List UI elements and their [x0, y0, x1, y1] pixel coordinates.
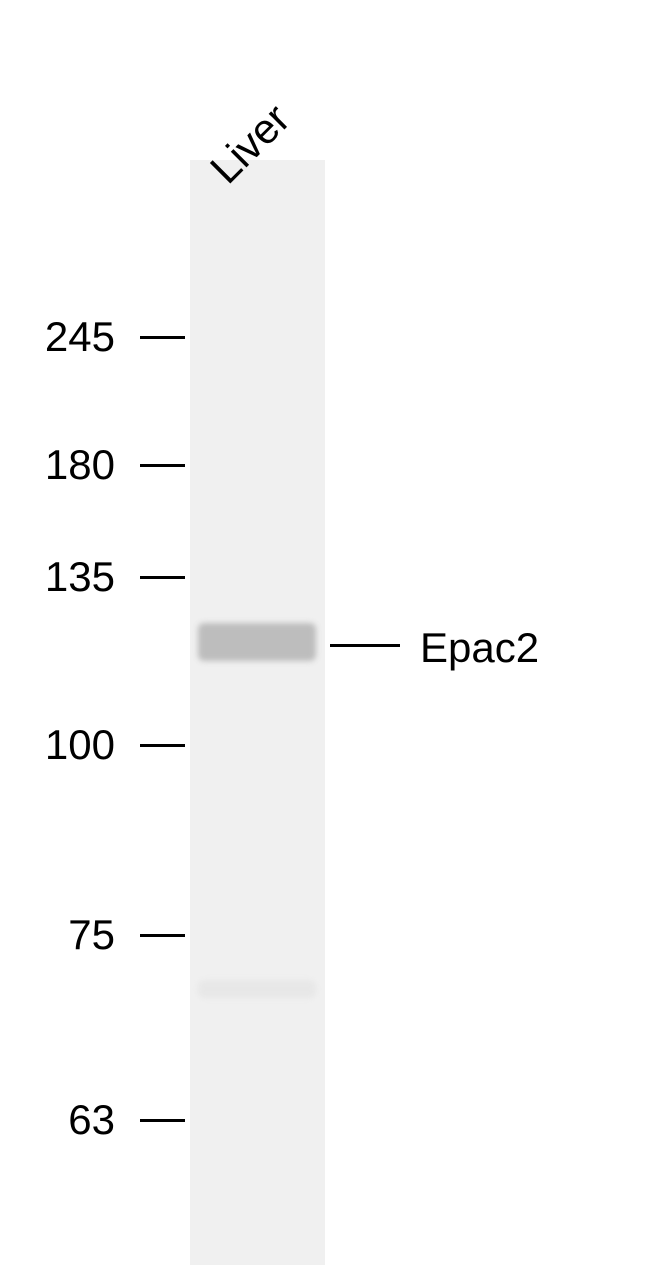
band-epac2: [198, 623, 316, 661]
mw-tick-75: [140, 934, 185, 937]
mw-label-245: 245: [45, 313, 115, 361]
mw-label-100: 100: [45, 721, 115, 769]
band-faint-band-low: [198, 980, 316, 998]
mw-label-135: 135: [45, 553, 115, 601]
western-blot-figure: Liver 2451801351007563 Epac2: [0, 0, 650, 1265]
mw-tick-63: [140, 1119, 185, 1122]
mw-tick-245: [140, 336, 185, 339]
mw-tick-100: [140, 744, 185, 747]
mw-tick-180: [140, 464, 185, 467]
blot-lane: [190, 160, 325, 1265]
target-label-epac2: Epac2: [420, 624, 539, 672]
mw-label-180: 180: [45, 441, 115, 489]
mw-label-63: 63: [68, 1096, 115, 1144]
mw-label-75: 75: [68, 911, 115, 959]
target-tick: [330, 644, 400, 647]
mw-tick-135: [140, 576, 185, 579]
